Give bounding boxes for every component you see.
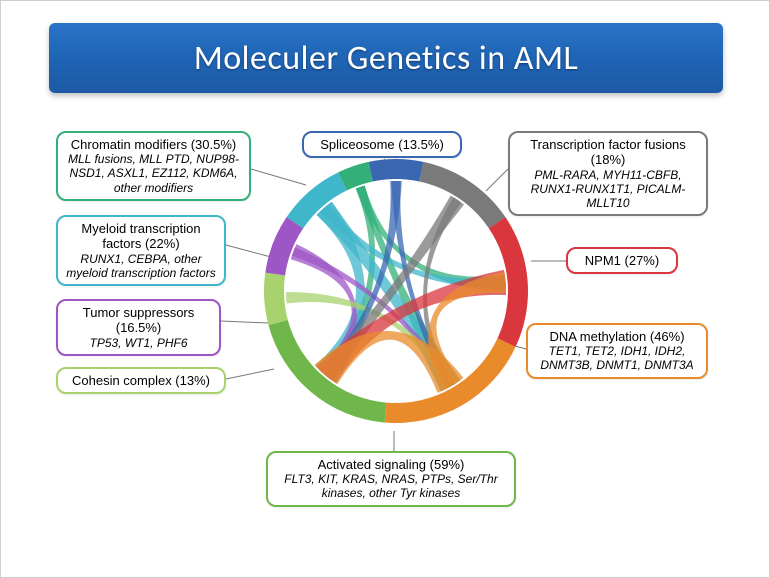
callout-header: Chromatin modifiers (30.5%)	[66, 137, 241, 152]
callout-activated_sig: Activated signaling (59%)FLT3, KIT, KRAS…	[266, 451, 516, 507]
callout-header: Cohesin complex (13%)	[66, 373, 216, 388]
chord-chart	[256, 151, 536, 431]
callout-header: Spliceosome (13.5%)	[312, 137, 452, 152]
callout-header: NPM1 (27%)	[576, 253, 668, 268]
slide: Moleculer Genetics in AML Spliceosome (1…	[0, 0, 770, 578]
callout-sub: PML-RARA, MYH11-CBFB, RUNX1-RUNX1T1, PIC…	[518, 168, 698, 210]
chord-segment-spliceosome	[369, 159, 424, 181]
callout-sub: TP53, WT1, PHF6	[66, 336, 211, 350]
callout-header: Transcription factor fusions (18%)	[518, 137, 698, 168]
callout-sub: FLT3, KIT, KRAS, NRAS, PTPs, Ser/Thr kin…	[276, 472, 506, 500]
callout-cohesin: Cohesin complex (13%)	[56, 367, 226, 394]
callout-tumor_supp: Tumor suppressors (16.5%)TP53, WT1, PHF6	[56, 299, 221, 356]
callout-dna_methylation: DNA methylation (46%)TET1, TET2, IDH1, I…	[526, 323, 708, 379]
callout-header: Tumor suppressors (16.5%)	[66, 305, 211, 336]
callout-chromatin: Chromatin modifiers (30.5%)MLL fusions, …	[56, 131, 251, 201]
callout-header: DNA methylation (46%)	[536, 329, 698, 344]
chord-segment-cohesin	[264, 273, 288, 326]
callout-npm1: NPM1 (27%)	[566, 247, 678, 274]
callout-myeloid_tf: Myeloid transcription factors (22%)RUNX1…	[56, 215, 226, 286]
chord-diagram-area: Spliceosome (13.5%) Transcription factor …	[56, 121, 716, 551]
callout-transcription_ff: Transcription factor fusions (18%)PML-RA…	[508, 131, 708, 216]
title-text: Moleculer Genetics in AML	[194, 38, 579, 79]
callout-sub: MLL fusions, MLL PTD, NUP98-NSD1, ASXL1,…	[66, 152, 241, 194]
chord-segment-transcription_ff	[419, 162, 505, 228]
callout-header: Myeloid transcription factors (22%)	[66, 221, 216, 252]
callout-spliceosome: Spliceosome (13.5%)	[302, 131, 462, 158]
callout-header: Activated signaling (59%)	[276, 457, 506, 472]
title-bar: Moleculer Genetics in AML	[49, 23, 723, 93]
callout-sub: TET1, TET2, IDH1, IDH2, DNMT3B, DNMT1, D…	[536, 344, 698, 372]
callout-sub: RUNX1, CEBPA, other myeloid transcriptio…	[66, 252, 216, 280]
chord-ribbon	[315, 331, 464, 393]
